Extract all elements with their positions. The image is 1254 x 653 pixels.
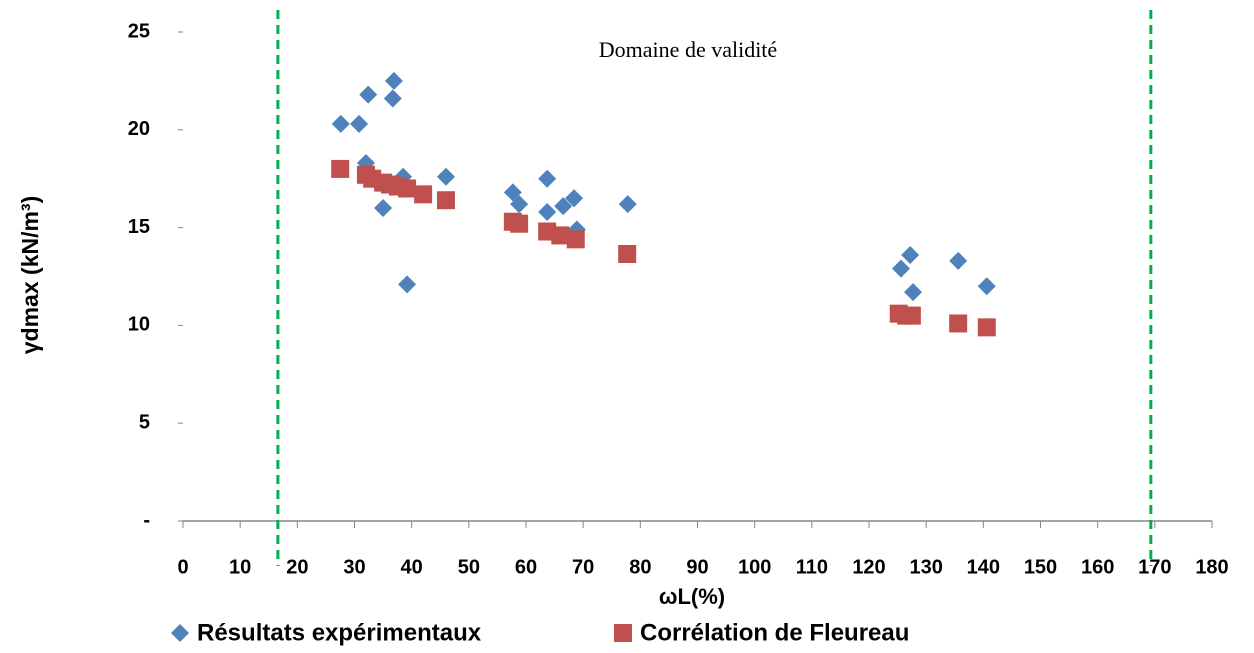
diamond-marker (503, 183, 522, 202)
x-tick-label: 180 (1195, 556, 1228, 578)
diamond-marker (949, 251, 968, 270)
x-tick-label: 90 (686, 556, 708, 578)
diamond-marker (892, 259, 911, 278)
diamond-marker (904, 283, 923, 302)
diamond-marker (554, 197, 573, 216)
y-tick-label: 25 (128, 20, 150, 42)
y-tick-label: 20 (128, 118, 150, 140)
square-marker (977, 318, 996, 337)
diamond-marker (538, 202, 557, 221)
x-tick-label: 160 (1081, 556, 1114, 578)
square-marker (949, 314, 968, 333)
square-marker (436, 191, 455, 210)
diamond-marker (977, 277, 996, 296)
square-marker (414, 185, 433, 204)
x-tick-label: 170 (1138, 556, 1171, 578)
square-marker (510, 214, 529, 233)
square-marker (551, 226, 570, 245)
x-axis-label: ωL(%) (659, 584, 725, 609)
diamond-marker (359, 85, 378, 104)
x-tick-label: 40 (401, 556, 423, 578)
x-tick-label: 130 (909, 556, 942, 578)
diamond-marker (901, 245, 920, 264)
legend-label: Résultats expérimentaux (197, 619, 482, 646)
annotation: Domaine de validité (599, 37, 777, 62)
diamond-marker (374, 199, 393, 218)
x-tick-label: 10 (229, 556, 251, 578)
legend-label: Corrélation de Fleureau (640, 619, 909, 646)
diamond-marker (618, 195, 637, 214)
y-axis-label: γdmax (kN/m³) (17, 196, 43, 354)
legend-marker (171, 624, 189, 642)
x-tick-label: 110 (796, 556, 828, 578)
x-tick-label: 50 (458, 556, 480, 578)
x-tick-label: 100 (738, 556, 771, 578)
x-tick-label: 80 (629, 556, 651, 578)
diamond-marker (383, 89, 402, 108)
diamond-marker (384, 71, 403, 90)
diamond-marker (510, 195, 529, 214)
square-marker (902, 306, 921, 325)
square-marker (398, 179, 417, 198)
x-tick-label: 60 (515, 556, 537, 578)
y-tick-label: 15 (128, 216, 150, 238)
y-tick-label: 5 (139, 411, 150, 433)
diamond-marker (538, 169, 557, 188)
x-tick-label: 70 (572, 556, 594, 578)
diamond-marker (565, 189, 584, 208)
x-tick-label: 150 (1024, 556, 1057, 578)
legend-marker (614, 624, 632, 642)
x-tick-label: 20 (286, 556, 308, 578)
y-tick-label: - (143, 509, 150, 531)
square-marker (331, 159, 350, 178)
x-tick-label: 30 (343, 556, 365, 578)
square-marker (618, 245, 637, 264)
diamond-marker (331, 114, 350, 133)
square-marker (566, 230, 585, 249)
x-tick-label: 120 (852, 556, 885, 578)
diamond-marker (436, 167, 455, 186)
x-tick-label: 140 (967, 556, 1000, 578)
x-tick-label: 0 (177, 556, 188, 578)
diamond-marker (398, 275, 417, 294)
diamond-marker (350, 114, 369, 133)
y-tick-label: 10 (128, 314, 150, 336)
